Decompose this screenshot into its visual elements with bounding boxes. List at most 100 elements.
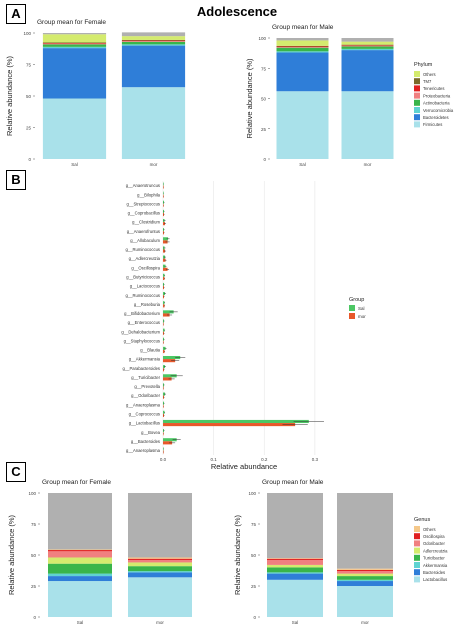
y-tick-label: g__Prevotella bbox=[134, 384, 160, 389]
stacked-bar-segment bbox=[128, 557, 192, 559]
y-tick-label: g__Adlercreutzia bbox=[129, 256, 161, 261]
stacked-bar-segment bbox=[267, 564, 323, 568]
bar-mor bbox=[163, 349, 165, 354]
stacked-bar-segment bbox=[121, 32, 186, 37]
y-tick-label: 75 bbox=[31, 522, 37, 527]
legend-label: Lactobacillus bbox=[423, 577, 447, 582]
stacked-bar-segment bbox=[42, 48, 107, 99]
panel-label-c: C bbox=[6, 462, 26, 482]
bar-mor bbox=[163, 441, 173, 445]
x-tick-label: 0.2 bbox=[261, 457, 268, 462]
stacked-bar-segment bbox=[276, 91, 329, 159]
y-tick-label: g__Oscillospira bbox=[131, 265, 160, 270]
stacked-bar-segment bbox=[128, 571, 192, 573]
y-tick-label: g__Clostridium bbox=[132, 220, 160, 225]
y-tick-label: 50 bbox=[26, 94, 32, 99]
legend-label: Others bbox=[423, 527, 436, 532]
y-tick-label: g__Butyricicoccus bbox=[126, 275, 160, 280]
stacked-bar-segment bbox=[48, 550, 112, 552]
stacked-bar-segment bbox=[121, 39, 186, 41]
y-tick-label: g__Anaeroplasma bbox=[126, 448, 161, 453]
stacked-bar-segment bbox=[276, 45, 329, 47]
legend-swatch bbox=[414, 107, 420, 113]
stacked-bar-segment bbox=[128, 559, 192, 563]
y-tick-label: g__Turicibacter bbox=[131, 375, 160, 380]
y-tick-label: g__Dehalobacterium bbox=[121, 329, 160, 334]
legend-swatch bbox=[414, 533, 420, 540]
y-axis-label: Relative abundance (%) bbox=[5, 55, 14, 136]
y-tick-label: 0 bbox=[253, 615, 256, 620]
legend-label: Others bbox=[423, 72, 436, 77]
y-tick-label: g__Akkermansia bbox=[129, 357, 161, 362]
stacked-bar-segment bbox=[128, 558, 192, 560]
y-tick-label: g__Bacteroides bbox=[131, 439, 160, 444]
bar-mor bbox=[163, 304, 165, 308]
stacked-bar-segment bbox=[276, 40, 329, 46]
y-tick-label: g__Odoribacter bbox=[131, 393, 160, 398]
bar-sal bbox=[163, 237, 169, 241]
stacked-bar-segment bbox=[121, 87, 186, 159]
legend-swatch bbox=[414, 71, 420, 77]
bar-mor bbox=[163, 359, 176, 363]
stacked-bar-segment bbox=[121, 44, 186, 46]
stacked-bar-segment bbox=[128, 562, 192, 567]
y-tick-label: 50 bbox=[31, 553, 37, 558]
legend-title: Genus bbox=[414, 517, 430, 523]
stacked-bar-segment bbox=[337, 573, 393, 577]
stacked-bar-segment bbox=[341, 91, 394, 159]
stacked-bar-segment bbox=[267, 558, 323, 559]
legend-label: Odoribacter bbox=[423, 541, 445, 546]
stacked-bar-segment bbox=[276, 47, 329, 52]
y-tick-label: 75 bbox=[26, 63, 32, 68]
stacked-bar-segment bbox=[276, 46, 329, 48]
stacked-bar-segment bbox=[276, 52, 329, 92]
chart-title: Group mean for Male bbox=[262, 479, 324, 486]
stacked-bar-segment bbox=[48, 563, 112, 574]
legend-label: Tenericutes bbox=[423, 86, 444, 91]
legend-swatch bbox=[414, 114, 420, 121]
y-tick-label: g__Bifidobacterium bbox=[124, 311, 160, 316]
stacked-bar-segment bbox=[341, 44, 394, 46]
y-tick-label: g__Ruminococcus bbox=[126, 247, 160, 252]
legend-label: Verrucomicrobia bbox=[423, 108, 454, 113]
y-tick-label: g__Anaerotruncus bbox=[126, 183, 160, 188]
stacked-bar-segment bbox=[337, 586, 393, 617]
stacked-bar-segment bbox=[121, 40, 186, 42]
bar-mor bbox=[163, 240, 168, 244]
bar-sal bbox=[163, 301, 165, 305]
y-tick-label: 50 bbox=[261, 97, 267, 102]
panel-label-b: B bbox=[6, 170, 26, 190]
stacked-bar-segment bbox=[42, 44, 107, 47]
legend-label: Oscillospira bbox=[423, 534, 445, 539]
stacked-bar-segment bbox=[337, 569, 393, 572]
legend-swatch bbox=[414, 562, 420, 568]
bar-sal bbox=[163, 273, 165, 277]
stacked-bar-segment bbox=[42, 33, 107, 35]
stacked-bar-segment bbox=[276, 47, 329, 48]
stacked-bar-segment bbox=[128, 566, 192, 572]
stacked-bar-segment bbox=[276, 38, 329, 41]
y-tick-label: 100 bbox=[258, 36, 266, 41]
x-tick-label: 0.0 bbox=[160, 457, 167, 462]
legend-swatch bbox=[414, 99, 420, 106]
y-tick-label: 0 bbox=[33, 615, 36, 620]
stacked-bar-segment bbox=[267, 558, 323, 560]
bar-mor bbox=[163, 313, 170, 317]
legend-label: Akkermansia bbox=[423, 563, 448, 568]
y-tick-label: 100 bbox=[28, 491, 36, 496]
chart-title: Group mean for Female bbox=[37, 19, 106, 26]
legend-label: TM7 bbox=[423, 79, 432, 84]
bar-sal bbox=[163, 410, 165, 414]
stacked-bar-segment bbox=[341, 46, 394, 49]
y-tick-label: g__Anaeroplasma bbox=[126, 402, 161, 407]
x-tick-label: 0.1 bbox=[210, 457, 217, 462]
legend-label: Actinobacteria bbox=[423, 101, 450, 106]
bar-mor bbox=[163, 258, 166, 262]
x-tick-label: mor bbox=[361, 620, 369, 625]
x-tick-label: mor bbox=[156, 620, 164, 625]
stacked-bar-segment bbox=[48, 557, 112, 564]
legend-title: Group bbox=[349, 297, 364, 303]
stacked-bar-segment bbox=[48, 576, 112, 582]
stacked-bar-segment bbox=[121, 41, 186, 45]
legend-swatch bbox=[349, 313, 355, 319]
